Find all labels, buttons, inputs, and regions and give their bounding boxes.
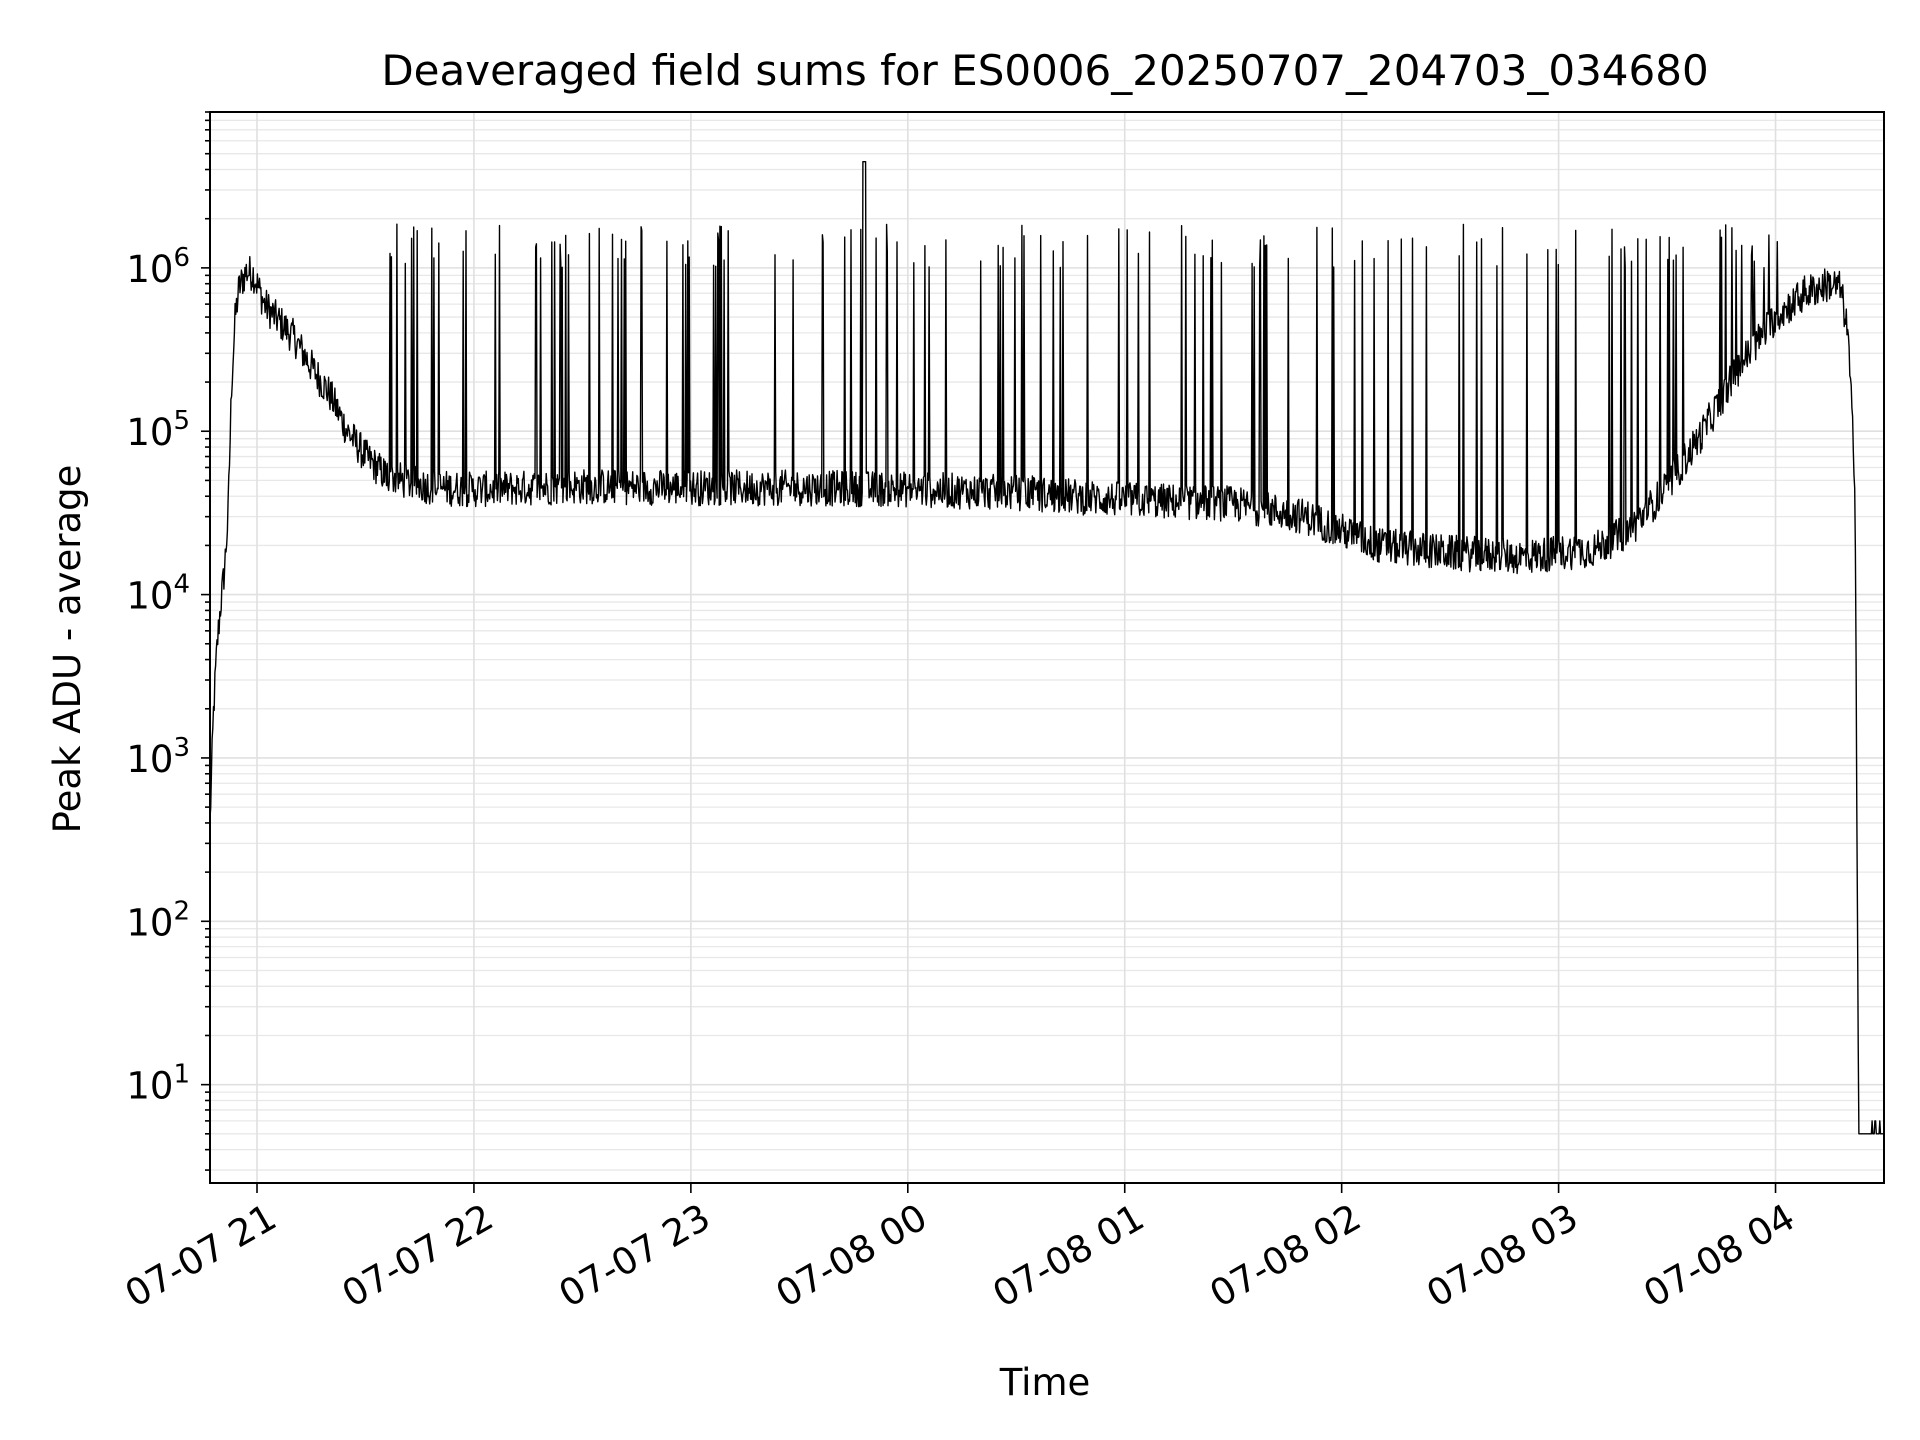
y-tick-label: 102	[126, 896, 190, 944]
y-tick-label: 106	[126, 243, 190, 291]
chart-title: Deaveraged field sums for ES0006_2025070…	[381, 46, 1708, 95]
series-line	[209, 161, 1884, 1135]
y-axis-label: Peak ADU - average	[46, 465, 89, 834]
y-tick-label: 103	[126, 733, 190, 781]
y-tick-label: 105	[126, 406, 190, 454]
plot-frame	[209, 111, 1885, 1184]
x-axis-label: Time	[999, 1361, 1091, 1404]
y-tick-label: 104	[126, 570, 190, 618]
y-tick-label: 101	[126, 1060, 190, 1108]
